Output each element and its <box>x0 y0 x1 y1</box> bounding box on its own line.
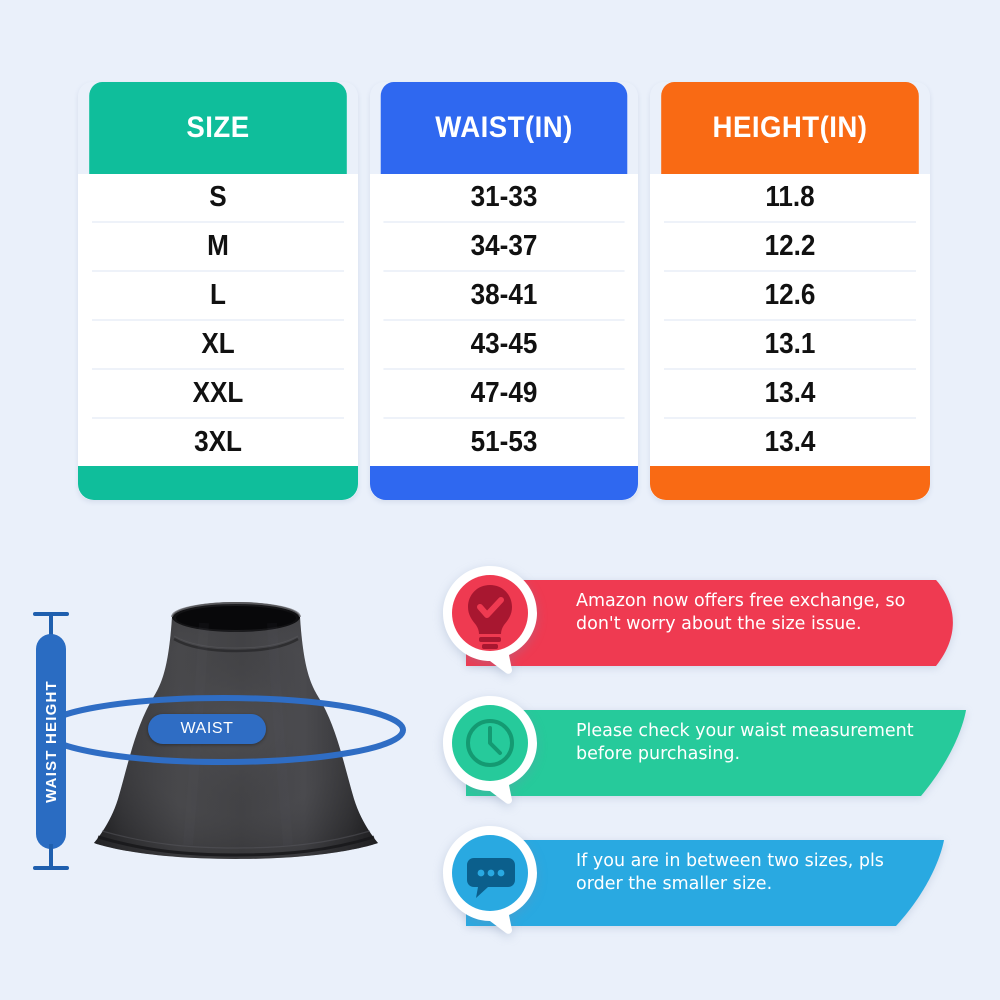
table-cell-height: 12.6 <box>664 272 916 321</box>
waist-label-pill: WAIST <box>148 714 266 744</box>
banner-ribbon <box>466 834 990 932</box>
table-column-height: HEIGHT(IN) 11.8 12.2 12.6 13.1 13.4 13.4 <box>650 82 930 500</box>
table-cell-height: 13.4 <box>664 370 916 419</box>
table-cell-height: 12.2 <box>664 223 916 272</box>
table-cell-waist: 47-49 <box>383 370 625 419</box>
column-footer-height <box>650 466 930 500</box>
banner-text: If you are in between two sizes, pls ord… <box>576 851 884 894</box>
waist-height-label-text: WAIST HEIGHT <box>42 680 60 803</box>
column-header-height: HEIGHT(IN) <box>661 82 919 174</box>
waist-height-bottom-stem <box>49 844 53 868</box>
info-banner-list: Amazon now offers free exchange, so don'… <box>438 558 990 978</box>
banner-text: Please check your waist measurement befo… <box>576 721 914 764</box>
column-header-waist: WAIST(IN) <box>380 82 628 174</box>
table-cell-height: 11.8 <box>664 174 916 223</box>
waist-height-bottom-cap <box>33 866 69 870</box>
info-banner: Amazon now offers free exchange, so don'… <box>438 562 990 686</box>
banner-text: Amazon now offers free exchange, so don'… <box>576 591 906 634</box>
table-cell-waist: 51-53 <box>383 419 625 466</box>
waist-label-text: WAIST <box>180 720 234 737</box>
table-cell-waist: 38-41 <box>383 272 625 321</box>
table-cell-size: S <box>92 174 344 223</box>
table-cell-size: M <box>92 223 344 272</box>
table-cell-height: 13.1 <box>664 321 916 370</box>
table-column-size: SIZE S M L XL XXL 3XL <box>78 82 358 500</box>
table-cell-size: 3XL <box>92 419 344 466</box>
info-banner: If you are in between two sizes, pls ord… <box>438 822 990 946</box>
table-column-waist: WAIST(IN) 31-33 34-37 38-41 43-45 47-49 … <box>370 82 638 500</box>
table-cell-waist: 43-45 <box>383 321 625 370</box>
banner-ribbon <box>466 704 990 802</box>
column-body-height: 11.8 12.2 12.6 13.1 13.4 13.4 <box>650 174 930 466</box>
banner-ribbon <box>466 574 990 672</box>
clock-icon <box>438 692 548 808</box>
info-banner: Please check your waist measurement befo… <box>438 692 990 816</box>
lightbulb-check-icon <box>438 562 548 678</box>
table-cell-size: XXL <box>92 370 344 419</box>
column-footer-size <box>78 466 358 500</box>
column-footer-waist <box>370 466 638 500</box>
table-cell-waist: 34-37 <box>383 223 625 272</box>
column-body-size: S M L XL XXL 3XL <box>78 174 358 466</box>
table-cell-size: XL <box>92 321 344 370</box>
waist-height-indicator: WAIST HEIGHT <box>28 612 74 870</box>
waist-height-top-stem <box>49 614 53 638</box>
table-cell-waist: 31-33 <box>383 174 625 223</box>
waist-height-pill: WAIST HEIGHT <box>36 634 66 849</box>
chat-bubble-icon <box>438 822 548 938</box>
table-cell-height: 13.4 <box>664 419 916 466</box>
column-body-waist: 31-33 34-37 38-41 43-45 47-49 51-53 <box>370 174 638 466</box>
table-cell-size: L <box>92 272 344 321</box>
product-illustration <box>18 575 418 980</box>
size-chart-table: SIZE S M L XL XXL 3XL WAIST(IN) 31-33 34… <box>78 82 932 500</box>
column-header-size: SIZE <box>89 82 347 174</box>
